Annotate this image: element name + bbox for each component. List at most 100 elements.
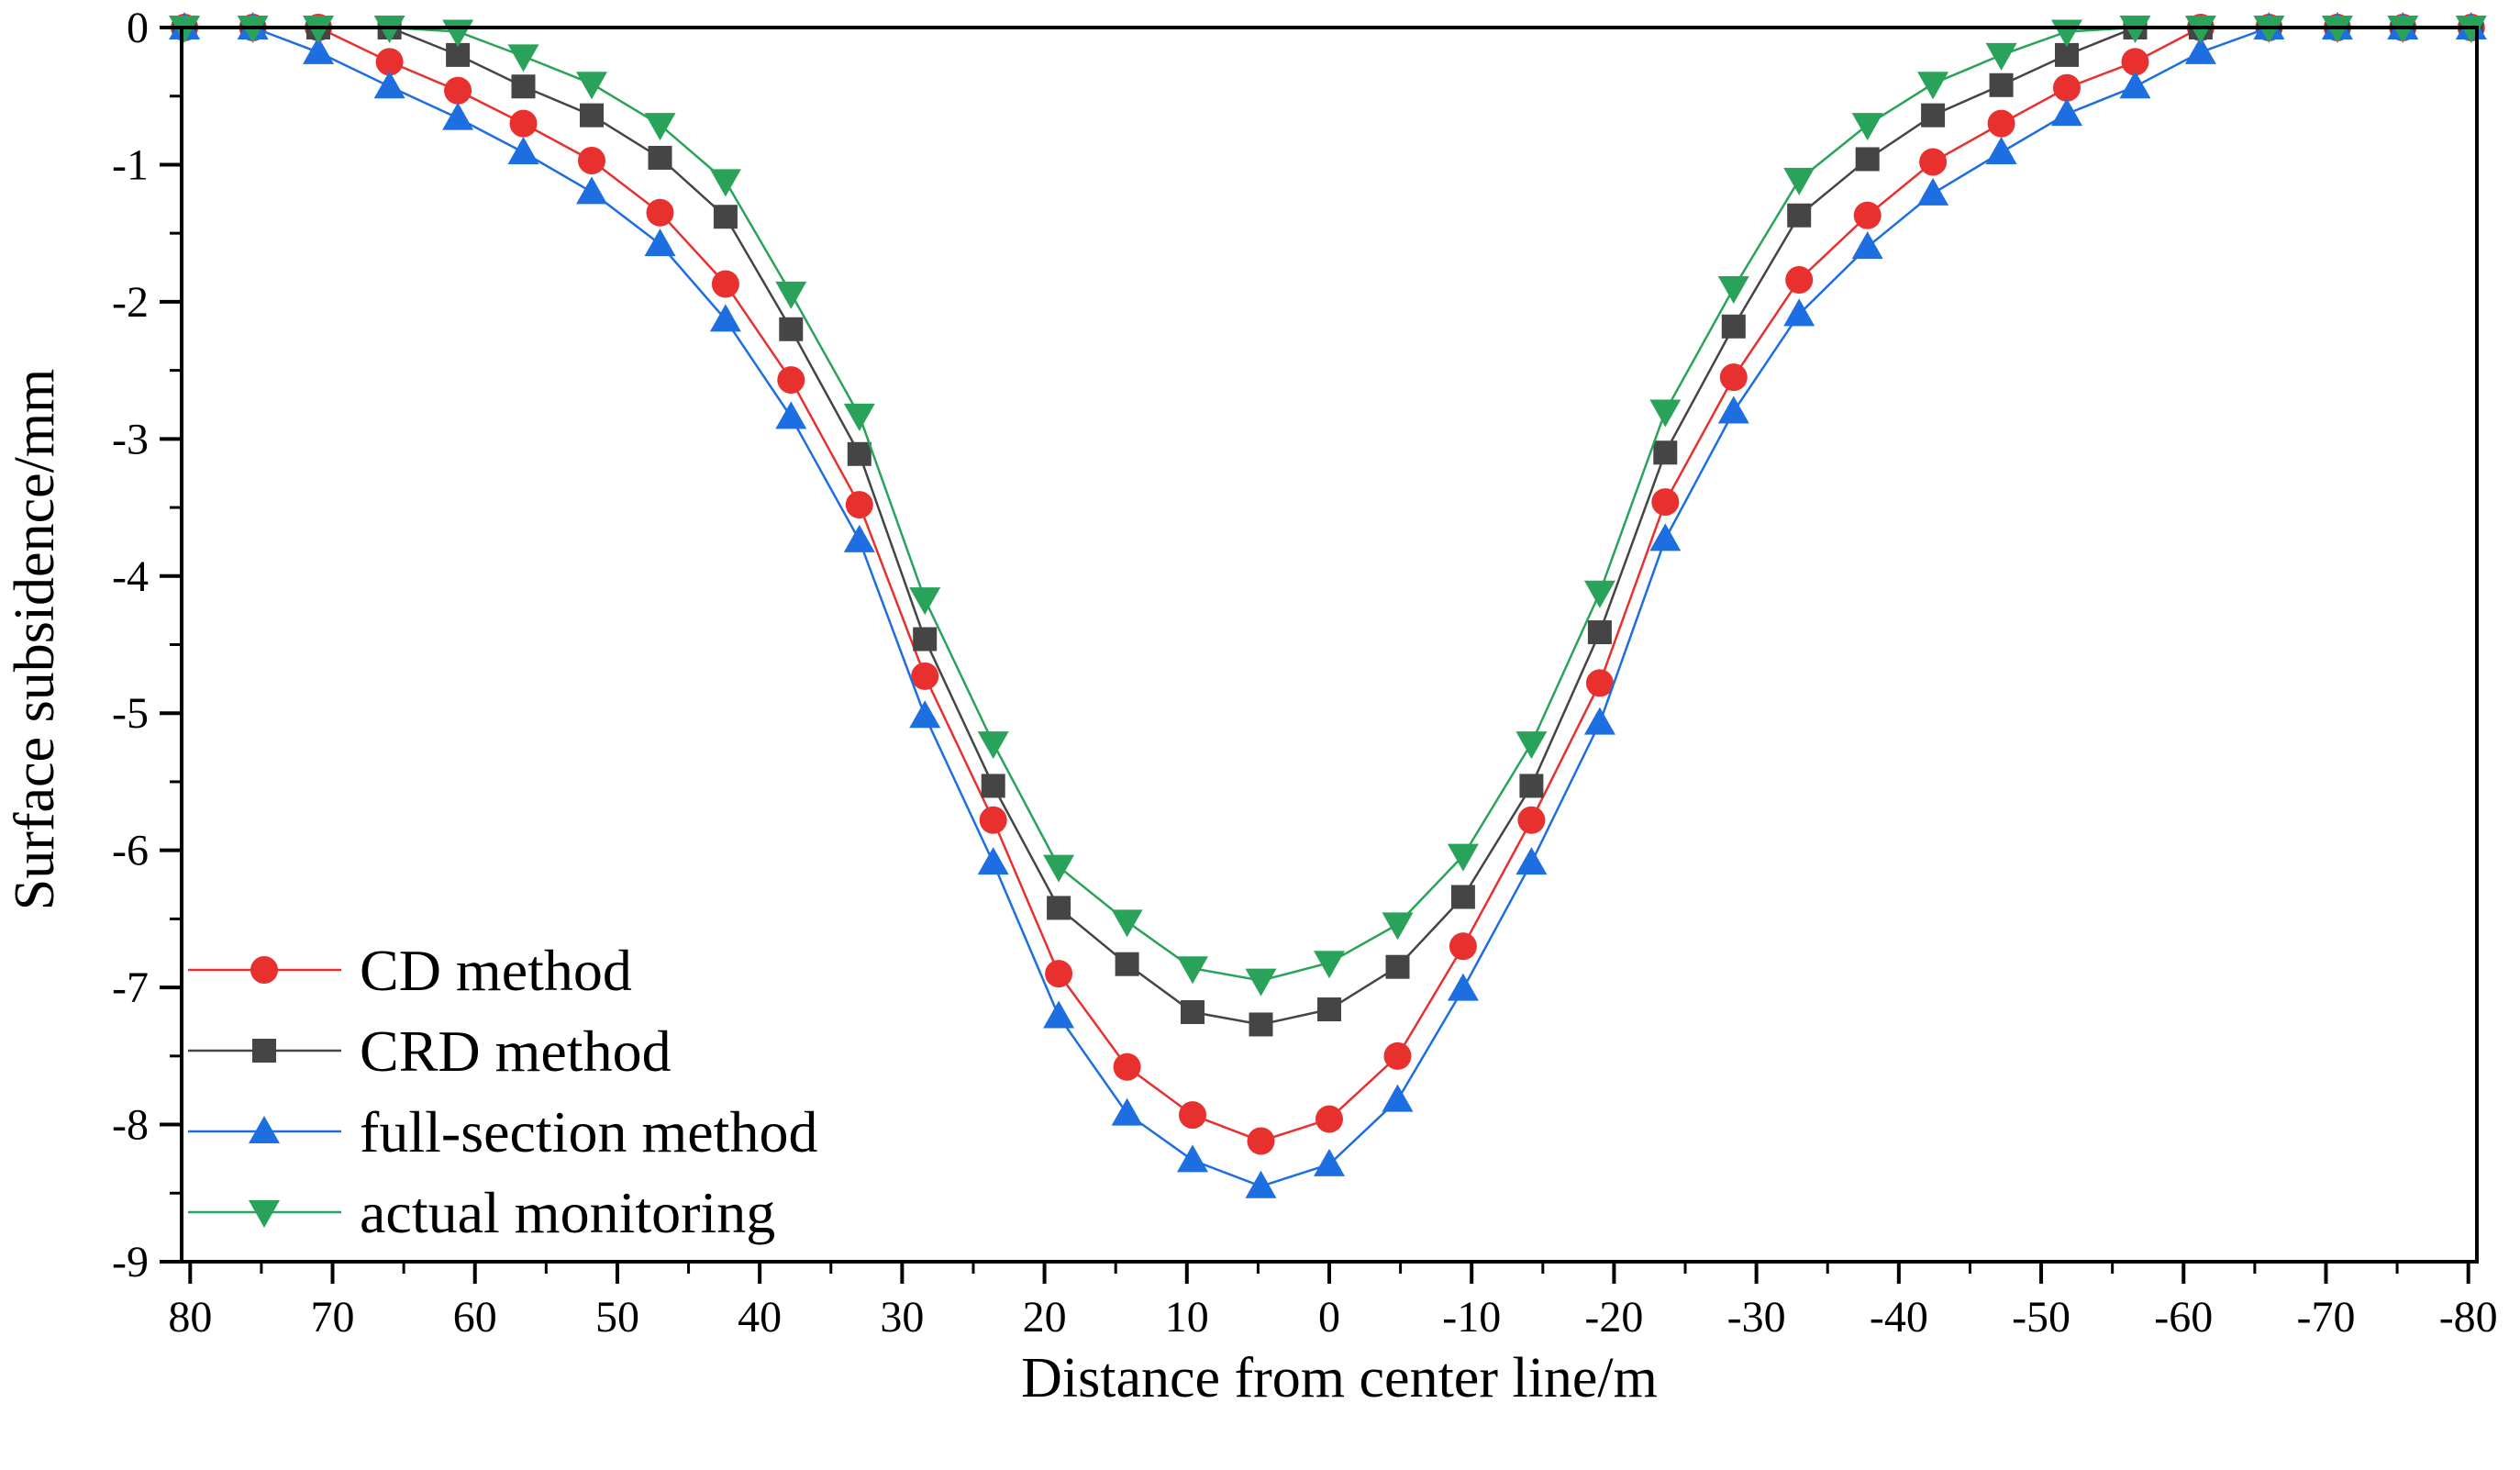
x-tick-label: -60 [2154,1293,2213,1342]
data-point [779,317,804,341]
data-point [909,587,941,616]
x-tick-label: -10 [1442,1293,1501,1342]
data-point [977,731,1009,760]
data-point [709,304,741,332]
data-point [1853,201,1882,229]
x-tick-label: 80 [168,1293,212,1342]
legend-marker [252,1039,276,1063]
data-point [1314,951,1345,979]
x-tick-label: -30 [1727,1293,1786,1342]
data-point [580,103,605,128]
legend: CD method CRD method full-section method ac… [188,938,817,1245]
y-tick-label: -1 [112,140,149,189]
data-point [1245,1170,1277,1198]
data-point [1721,314,1746,339]
data-point [576,72,608,100]
legend-entry: actual monitoring [188,1180,775,1245]
data-point [911,662,939,690]
y-tick-label: -7 [112,963,149,1012]
data-point [2050,98,2082,127]
data-point [909,700,941,729]
data-point [1314,1148,1345,1176]
x-tick-label: -70 [2296,1293,2355,1342]
data-point [644,228,676,257]
data-point [1717,395,1749,424]
data-point [1247,1127,1275,1155]
data-point [1921,103,1946,128]
data-point [646,198,674,227]
legend-marker [250,956,278,984]
data-point [1176,956,1208,985]
data-point [1783,298,1815,327]
data-point [1919,148,1948,176]
data-point [1447,973,1479,1001]
legend-entry: CRD method [188,1019,672,1084]
data-point [1917,177,1949,206]
y-tick-label: -2 [112,278,149,327]
data-point [375,48,404,76]
data-point [777,366,805,395]
series-3 [169,16,2487,997]
data-point [1113,1052,1141,1081]
legend-label: CD method [360,938,632,1003]
data-point [1649,523,1682,551]
data-point [913,627,938,651]
y-axis-title: Surface subsidence/mm [4,369,66,911]
data-point [847,441,871,466]
x-tick-label: 40 [738,1293,782,1342]
y-tick-label: -8 [112,1101,149,1150]
data-point [303,36,335,64]
data-point [2119,71,2151,99]
legend-label: CRD method [360,1019,672,1084]
x-tick-label: -20 [1584,1293,1643,1342]
data-point [1111,909,1143,938]
data-point [1317,997,1341,1022]
data-point [1249,1012,1273,1037]
data-point [1115,952,1139,976]
data-point [507,136,539,164]
data-point [1176,1144,1208,1173]
y-tick-label: -4 [112,552,149,601]
legend-entry: CD method [188,938,632,1003]
data-point [1719,363,1748,392]
data-point [1447,843,1479,872]
x-tick-label: 10 [1165,1293,1209,1342]
data-point [576,176,608,205]
data-point [1045,960,1073,988]
data-point [1382,1084,1414,1112]
legend-label: actual monitoring [360,1180,775,1245]
data-point [1985,42,2017,71]
x-tick-label: 50 [595,1293,639,1342]
data-point [578,146,606,174]
data-point [775,281,807,309]
data-point [1855,147,1880,172]
y-tick-label: -6 [112,827,149,875]
data-point [709,169,741,197]
data-point [2121,48,2149,76]
data-point [1583,707,1615,735]
data-point [1587,620,1612,645]
data-point [1651,488,1680,517]
data-point [644,113,676,141]
data-point [845,491,873,519]
x-axis-title: Distance from center line/m [1021,1347,1658,1409]
x-tick-label: 30 [880,1293,924,1342]
data-point [1111,1097,1143,1126]
legend-marker [249,1200,280,1228]
data-point [1385,954,1410,979]
data-point [1047,896,1071,920]
data-point [1917,72,1949,100]
data-point [1649,399,1682,428]
data-point [1985,136,2017,164]
ticks-layer: 80 70 60 50 40 30 20 10 0 -10 -20 -30 -40 -50 -60 -70 -8… [112,4,2498,1342]
data-point [1316,1105,1343,1133]
data-point [1653,440,1678,465]
data-point [1043,1000,1075,1029]
legend-marker [249,1116,280,1143]
data-point [711,270,739,298]
data-point [1450,885,1475,909]
data-point [1585,669,1614,697]
y-tick-label: -3 [112,415,149,463]
